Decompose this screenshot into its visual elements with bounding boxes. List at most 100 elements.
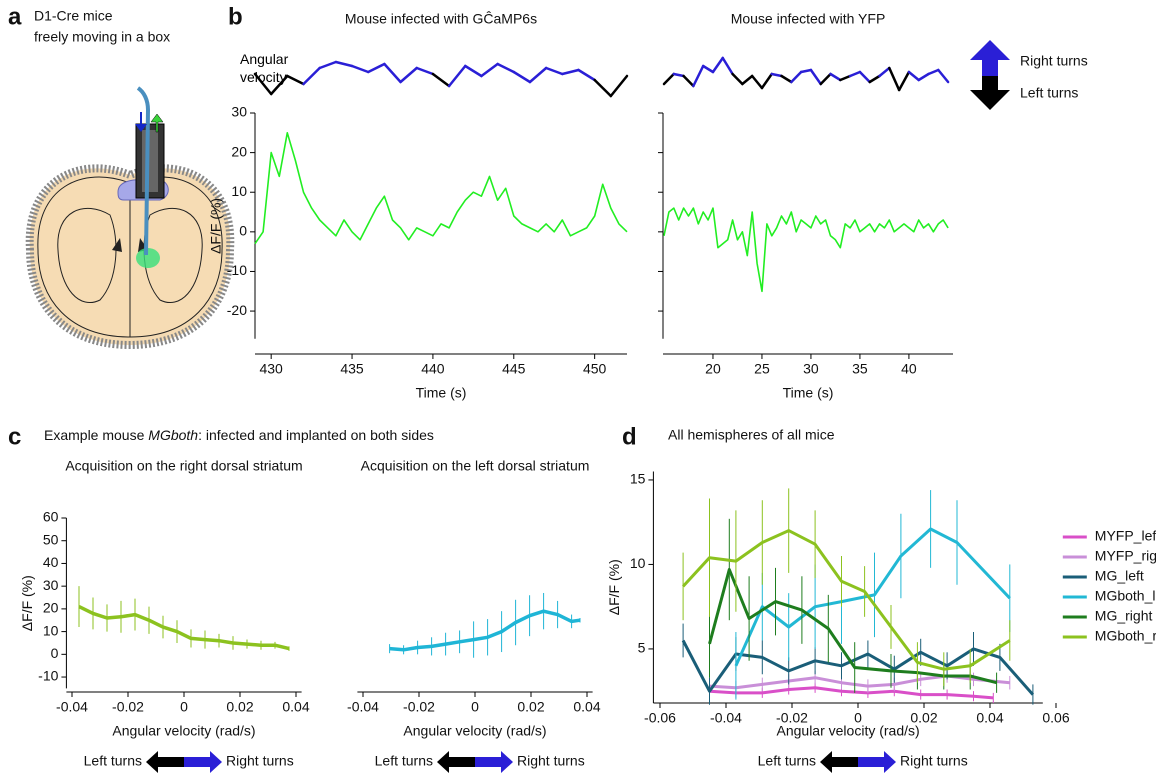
chart-title: Acquisition on the right dorsal striatum bbox=[65, 458, 302, 474]
angular-velocity-segment bbox=[480, 62, 499, 78]
angular-velocity-segment bbox=[253, 72, 273, 96]
angular-velocity-segment bbox=[577, 68, 596, 82]
x-axis-label: Time (s) bbox=[416, 385, 467, 401]
direction-label: Right turns bbox=[226, 753, 294, 769]
chart-title: Acquisition on the left dorsal striatum bbox=[361, 458, 590, 474]
x-tick-label: 0.04 bbox=[976, 710, 1003, 726]
angular-velocity-segment bbox=[366, 62, 386, 74]
title-part: : infected and implanted on both sides bbox=[198, 427, 434, 443]
data-line bbox=[708, 568, 997, 685]
x-tick-label: -0.04 bbox=[710, 710, 742, 726]
y-axis-label: ΔF/F (%) bbox=[208, 198, 224, 254]
legend-label: MGboth_left bbox=[1095, 588, 1156, 604]
angular-velocity-segment bbox=[383, 62, 402, 84]
x-tick-label: 0.02 bbox=[517, 699, 544, 715]
chart-title: Mouse infected with YFP bbox=[731, 11, 886, 27]
angular-velocity-segment bbox=[593, 78, 613, 98]
panel-letter: b bbox=[228, 3, 243, 30]
angular-velocity-segment bbox=[927, 68, 940, 76]
angular-velocity-segment bbox=[819, 72, 832, 86]
angular-velocity-segment bbox=[692, 64, 705, 88]
chart-title: All hemispheres of all mice bbox=[668, 427, 835, 443]
y-tick-label: 30 bbox=[231, 104, 247, 120]
angular-velocity-segment bbox=[334, 60, 354, 68]
angular-velocity-segment bbox=[318, 60, 338, 70]
angular-velocity-segment bbox=[302, 66, 321, 86]
y-tick-label: 0 bbox=[239, 223, 247, 239]
y-tick-label: 10 bbox=[630, 555, 646, 571]
panel-letter: a bbox=[8, 3, 22, 30]
angular-velocity-segment bbox=[286, 74, 305, 86]
x-tick-label: 0 bbox=[854, 710, 862, 726]
angular-velocity-segment bbox=[809, 68, 822, 86]
x-tick-label: -0.02 bbox=[776, 710, 808, 726]
left-arrow bbox=[146, 751, 184, 773]
y-tick-label: -20 bbox=[227, 302, 247, 318]
y-tick-label: 15 bbox=[630, 471, 646, 487]
right-arrow bbox=[184, 751, 222, 773]
angular-velocity-segment bbox=[760, 72, 773, 90]
chart-title: Mouse infected with GĈaMP6s bbox=[345, 11, 537, 27]
legend-label: Right turns bbox=[1020, 53, 1088, 69]
angular-velocity-segment bbox=[528, 66, 548, 84]
data-line bbox=[254, 132, 628, 245]
angular-velocity-segment bbox=[888, 66, 901, 92]
direction-label: Left turns bbox=[758, 753, 816, 769]
direction-label: Right turns bbox=[900, 753, 968, 769]
panel-letter: d bbox=[622, 423, 637, 450]
y-tick-label: 5 bbox=[638, 640, 646, 656]
angular-velocity-segment bbox=[741, 74, 754, 86]
angular-velocity-segment bbox=[415, 66, 435, 76]
direction-label: Right turns bbox=[517, 753, 585, 769]
angular-velocity-segment bbox=[829, 72, 842, 82]
angular-velocity-segment bbox=[682, 74, 695, 88]
brain-drawing bbox=[25, 86, 235, 350]
data-line bbox=[389, 609, 581, 652]
x-tick-label: 20 bbox=[705, 361, 721, 377]
x-tick-label: 30 bbox=[803, 361, 819, 377]
x-tick-label: -0.02 bbox=[403, 699, 435, 715]
x-tick-label: 430 bbox=[259, 361, 283, 377]
x-tick-label: 0.02 bbox=[910, 710, 937, 726]
x-tick-label: 35 bbox=[852, 361, 868, 377]
y-tick-label: -10 bbox=[38, 668, 58, 684]
x-tick-label: 25 bbox=[754, 361, 770, 377]
title-part: Example mouse bbox=[44, 427, 148, 443]
angular-velocity-segment bbox=[701, 64, 715, 74]
angular-velocity-segment bbox=[711, 56, 725, 74]
angular-velocity-segment bbox=[464, 64, 483, 78]
angular-velocity-segment bbox=[917, 72, 930, 82]
x-tick-label: 0.04 bbox=[573, 699, 600, 715]
direction-label: Left turns bbox=[84, 753, 142, 769]
data-line bbox=[78, 605, 290, 651]
angular-velocity-segment bbox=[561, 68, 580, 76]
x-axis-label: Time (s) bbox=[783, 385, 834, 401]
x-tick-label: 440 bbox=[421, 361, 445, 377]
angular-velocity-segment bbox=[399, 66, 418, 84]
angular-velocity-segment bbox=[721, 56, 734, 76]
y-tick-label: 0 bbox=[51, 645, 59, 661]
legend-label: MG_right bbox=[1095, 608, 1153, 624]
panel-a-text: D1-Cre mice bbox=[34, 8, 113, 24]
angular-velocity-segment bbox=[269, 74, 289, 96]
data-line bbox=[734, 527, 1011, 667]
right-arrow bbox=[475, 751, 513, 773]
up-arrow bbox=[970, 40, 1010, 76]
title-part: MGboth bbox=[148, 427, 198, 443]
angular-velocity-segment bbox=[790, 70, 803, 84]
angular-velocity-segment bbox=[662, 72, 676, 86]
x-tick-label: 0.02 bbox=[226, 699, 253, 715]
legend-label: MGboth_right bbox=[1095, 628, 1156, 644]
angular-velocity-segment bbox=[496, 62, 516, 74]
x-tick-label: 0.06 bbox=[1042, 710, 1069, 726]
down-arrow bbox=[970, 76, 1010, 110]
legend-label: Left turns bbox=[1020, 85, 1078, 101]
angular-velocity-segment bbox=[868, 74, 881, 84]
y-tick-label: -10 bbox=[227, 262, 247, 278]
left-arrow bbox=[820, 751, 858, 773]
y-tick-label: 10 bbox=[231, 183, 247, 199]
legend-label: MG_left bbox=[1095, 568, 1144, 584]
y-tick-label: 20 bbox=[231, 143, 247, 159]
